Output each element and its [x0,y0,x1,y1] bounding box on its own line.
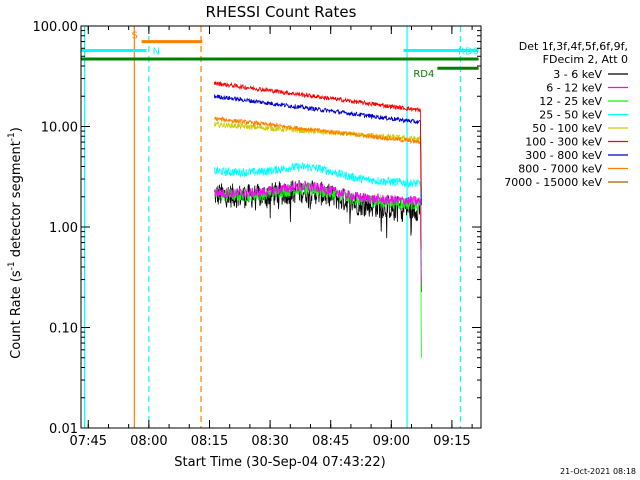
legend: Det 1f,3f,4f,5f,6f,9f, FDecim 2, Att 0 3… [504,40,628,189]
legend-label-0: 3 - 6 keV [553,68,602,81]
y-tick-label: 10.00 [41,121,78,136]
x-tick-label: 08:15 [191,434,228,449]
x-tick-label: 09:00 [373,434,410,449]
legend-header-line-1: Det 1f,3f,4f,5f,6f,9f, [519,40,628,53]
x-tick-label: 08:00 [130,434,167,449]
y-tick-label: 0.01 [49,422,78,437]
x-tick-label: 09:15 [433,434,470,449]
series-line-1 [213,180,422,285]
x-tick-label: 07:45 [70,434,107,449]
legend-label-7: 800 - 7000 keV [518,163,602,176]
legend-label-5: 100 - 300 keV [525,136,602,149]
y-axis-label-sup2: -1 [7,132,17,141]
legend-label-1: 6 - 12 keV [546,82,602,95]
y-axis-label-end: ) [9,127,24,132]
series-line-2 [214,181,422,358]
series-line-7 [213,115,422,250]
flag-label-n: N [152,47,159,58]
series-line-5 [213,80,422,194]
legend-label-4: 50 - 100 keV [532,122,602,135]
x-tick-label: 08:30 [251,434,288,449]
chart-title: RHESSI Count Rates [206,3,357,21]
legend-header-line-2: FDecim 2, Att 0 [543,53,628,66]
flag-label-s: S [132,31,138,42]
legend-label-6: 300 - 800 keV [525,149,602,162]
y-tick-label: 1.00 [49,221,78,236]
flag-label-rd4: RD4 [413,69,434,80]
x-tick-label: 08:45 [312,434,349,449]
y-axis-label-rest: detector segment [9,141,24,261]
timestamp: 21-Oct-2021 08:18 [560,467,636,476]
y-axis-label-main: Count Rate (s [9,270,24,359]
y-axis-label-sup: -1 [7,261,17,270]
legend-label-8: 7000 - 15000 keV [504,176,602,189]
series-line-3 [213,162,422,267]
y-tick-label: 100.00 [33,20,79,35]
y-axis-label: Count Rate (s-1 detector segment-1) [7,127,24,359]
series-line-6 [213,94,422,206]
flag-label-rd0: RD0 [458,47,479,58]
legend-label-3: 25 - 50 keV [539,109,602,122]
plot-area: S N RD0 RD4 [81,26,479,428]
legend-label-2: 12 - 25 keV [539,95,602,108]
y-tick-label: 0.10 [49,322,78,337]
x-axis-label: Start Time (30-Sep-04 07:43:22) [174,455,385,470]
